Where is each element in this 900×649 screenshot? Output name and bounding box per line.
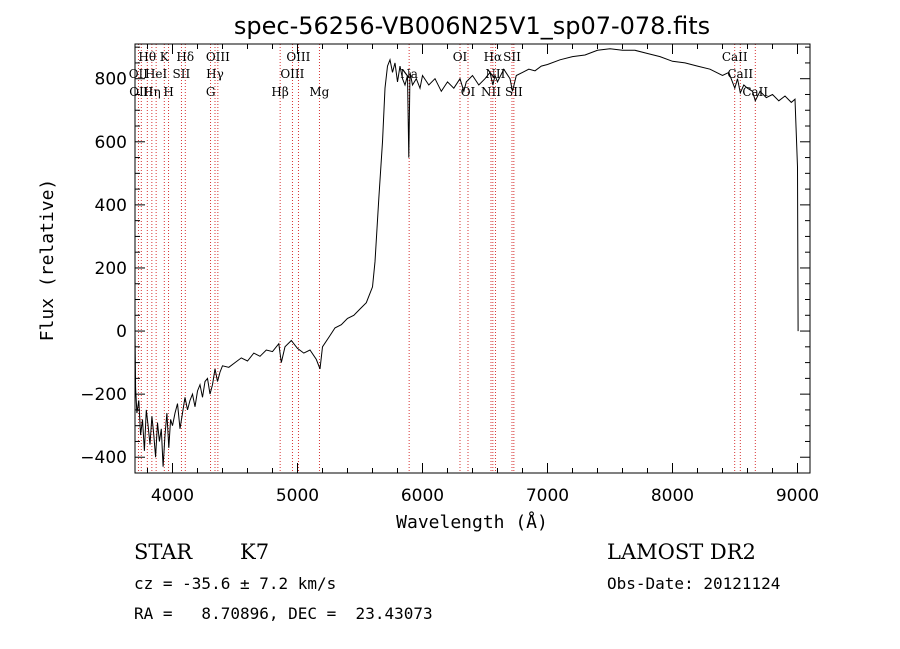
- y-tick-label: 0: [116, 322, 127, 342]
- line-marker-label: SII: [173, 67, 191, 81]
- x-tick-label: 8000: [651, 486, 694, 506]
- y-tick-label: 200: [95, 259, 127, 279]
- line-marker-label: OIII: [280, 67, 304, 81]
- line-marker-label: K: [160, 50, 170, 64]
- coordinates: RA = 8.70896, DEC = 23.43073: [134, 604, 433, 623]
- survey-name: LAMOST DR2: [607, 540, 756, 564]
- line-marker-label: NII: [481, 85, 501, 99]
- line-marker-label: OIII: [286, 50, 310, 64]
- line-marker-label: Hγ: [206, 67, 224, 81]
- y-axis-ticks: −400 −200 0 200 400 600 800: [80, 46, 810, 468]
- line-marker-label: Hδ: [176, 50, 194, 64]
- line-marker-label: Hθ: [138, 50, 156, 64]
- x-tick-label: 7000: [526, 486, 569, 506]
- x-tick-label: 6000: [401, 486, 444, 506]
- spectrum-line: [134, 48, 799, 467]
- line-marker-label: H: [163, 85, 173, 99]
- y-axis-label: Flux (relative): [37, 179, 58, 342]
- line-marker-label: Na: [400, 67, 418, 81]
- line-marker-label: Hβ: [271, 85, 288, 99]
- line-marker-label: SII: [505, 85, 523, 99]
- y-tick-label: 400: [95, 196, 127, 216]
- x-tick-label: 9000: [776, 486, 819, 506]
- object-subclass: K7: [240, 540, 270, 564]
- y-tick-label: −200: [80, 385, 127, 405]
- plot-frame: [134, 43, 811, 474]
- line-marker-label: OIII: [206, 50, 230, 64]
- line-marker-label: CaII: [722, 50, 748, 64]
- line-marker-label: OI: [453, 50, 468, 64]
- object-class: STAR: [134, 540, 193, 564]
- line-markers: [137, 44, 756, 473]
- line-marker-label: NII: [485, 67, 505, 81]
- line-marker-label: G: [206, 85, 216, 99]
- x-tick-label: 5000: [276, 486, 319, 506]
- y-tick-label: 800: [95, 70, 127, 90]
- x-axis-ticks: 4000 5000 6000 7000 8000 9000: [147, 44, 819, 506]
- line-marker-labels: OIIOIIIHθHηHeIKHSIIHδGHγOIIIHβOIIIOIIIMg…: [129, 50, 769, 99]
- line-marker-label: Hα: [484, 50, 503, 64]
- line-marker-label: Hη: [143, 85, 161, 99]
- redshift-text: cz = -35.6 ± 7.2 km/s: [134, 574, 337, 593]
- y-tick-label: 600: [95, 133, 127, 153]
- chart-title: spec-56256-VB006N25V1_sp07-078.fits: [234, 12, 710, 40]
- line-marker-label: Mg: [309, 85, 329, 99]
- line-marker-label: CaII: [727, 67, 753, 81]
- x-tick-label: 4000: [151, 486, 194, 506]
- x-axis-label: Wavelength (Å): [396, 511, 548, 533]
- line-marker-label: OII: [129, 67, 149, 81]
- obs-date: Obs-Date: 20121124: [607, 574, 781, 593]
- line-marker-label: SII: [503, 50, 521, 64]
- y-tick-label: −400: [80, 448, 127, 468]
- line-marker-label: HeI: [145, 67, 168, 81]
